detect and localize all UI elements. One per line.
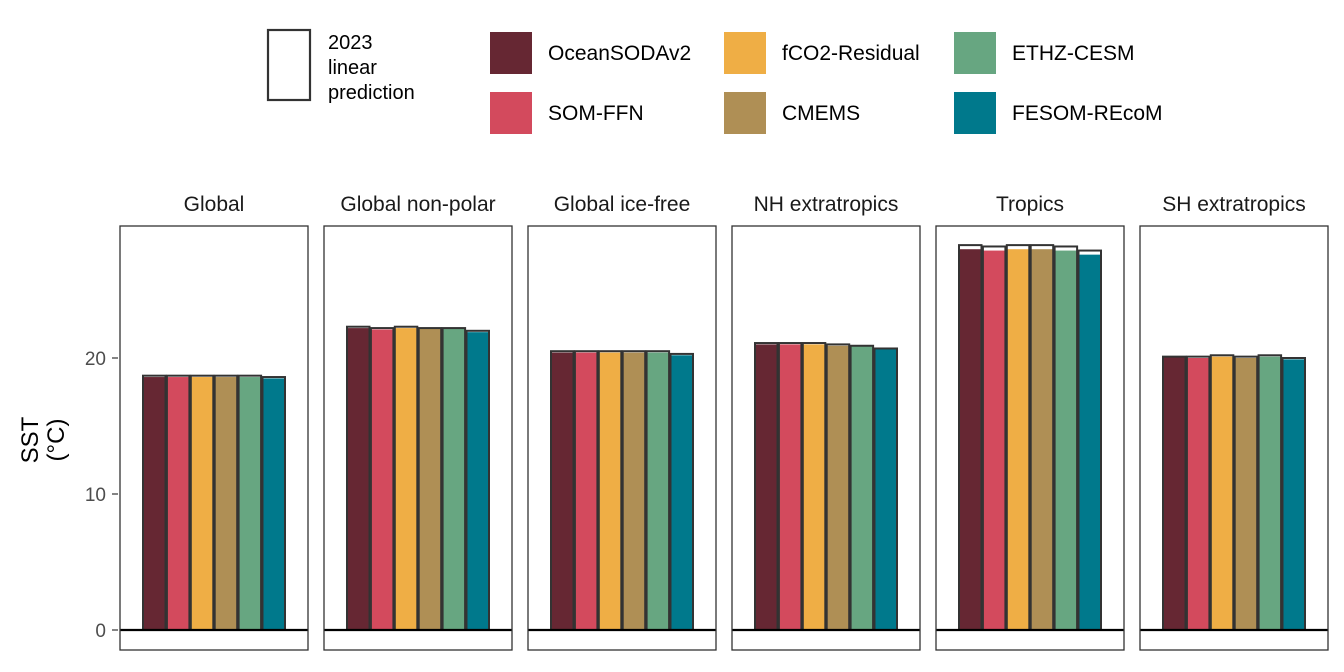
legend-label-3: CMEMS [782, 102, 860, 125]
bar-3 [622, 352, 646, 630]
bar-3 [826, 345, 850, 630]
panel-4: Tropics [935, 193, 1125, 651]
legend-label-0: OceanSODAv2 [548, 42, 691, 65]
bar-0 [347, 328, 370, 630]
bar-4 [1258, 356, 1282, 630]
bar-4 [850, 345, 874, 630]
bar-1 [1186, 358, 1210, 630]
legend-key-2 [724, 32, 766, 74]
panel-title: Global non-polar [340, 193, 495, 216]
bar-4 [442, 328, 466, 630]
bar-3 [418, 328, 442, 630]
bar-0 [551, 352, 574, 630]
bar-1 [982, 250, 1006, 630]
bar-2 [802, 344, 826, 630]
panel-border [323, 225, 513, 651]
legend-key-1 [490, 92, 532, 134]
y-tick-label-2: 20 [85, 349, 106, 370]
panel-title: Global [184, 193, 245, 216]
bar-4 [646, 352, 670, 630]
panel-title: SH extratropics [1162, 193, 1306, 216]
panel-border [731, 225, 921, 651]
legend-key-3 [724, 92, 766, 134]
legend-series: OceanSODAv2 SOM-FFN fCO2-Residual CMEMS ETHZ… [490, 32, 1163, 134]
bar-3 [1234, 358, 1258, 630]
legend-label-2: fCO2-Residual [782, 42, 920, 65]
legend-outline-key [266, 28, 312, 102]
bar-0 [143, 377, 166, 630]
legend-key-5 [954, 92, 996, 134]
bar-0 [1163, 356, 1186, 630]
panel-border [119, 225, 309, 651]
y-tick-label-1: 10 [85, 485, 106, 506]
legend-key-4 [954, 32, 996, 74]
bar-5 [262, 378, 285, 630]
y-axis-label-line2: (°C) [43, 419, 70, 462]
bar-1 [778, 344, 802, 630]
bar-2 [190, 377, 214, 630]
y-ticks: 0 10 20 [85, 349, 118, 642]
bar-5 [670, 355, 693, 630]
bar-1 [166, 377, 190, 630]
bar-4 [238, 377, 262, 630]
panel-title: NH extratropics [754, 193, 899, 216]
bar-4 [1054, 250, 1078, 630]
legend-outline-label-line3: prediction [328, 82, 415, 104]
panel-5: SH extratropics [1139, 193, 1329, 651]
y-axis-label-line1: SST [17, 416, 44, 463]
legend-label-5: FESOM-REcoM [1012, 102, 1163, 125]
panel-title: Tropics [996, 193, 1064, 216]
legend-key-0 [490, 32, 532, 74]
y-axis: SST (°C) 0 10 20 [17, 349, 118, 642]
bar-5 [466, 332, 489, 630]
panel-2: Global ice-free [527, 193, 717, 651]
legend: 2023 linear prediction OceanSODAv2 SOM-FF… [266, 28, 1163, 134]
bar-5 [1282, 359, 1305, 630]
legend-outline-label-line2: linear [328, 57, 377, 79]
bar-1 [574, 352, 598, 630]
bar-0 [959, 249, 982, 630]
panel-1: Global non-polar [323, 193, 513, 651]
bar-2 [598, 352, 622, 630]
bar-2 [394, 328, 418, 630]
bar-5 [1078, 254, 1101, 630]
bar-2 [1006, 249, 1030, 630]
legend-label-1: SOM-FFN [548, 102, 644, 125]
legend-label-4: ETHZ-CESM [1012, 42, 1135, 65]
panel-0: Global [119, 193, 309, 651]
facet-panels: Global Global non-polar Global ice-free NH … [119, 193, 1329, 651]
bar-1 [370, 329, 394, 630]
legend-outline-label-line1: 2023 [328, 32, 373, 54]
panel-3: NH extratropics [731, 193, 921, 651]
y-tick-label-0: 0 [95, 621, 106, 642]
bar-3 [1030, 249, 1054, 630]
bar-5 [874, 348, 897, 630]
panel-border [935, 225, 1125, 651]
panel-border [527, 225, 717, 651]
bar-3 [214, 377, 238, 630]
bar-0 [755, 344, 778, 630]
panel-title: Global ice-free [554, 193, 691, 216]
panel-border [1139, 225, 1329, 651]
bar-2 [1210, 356, 1234, 630]
